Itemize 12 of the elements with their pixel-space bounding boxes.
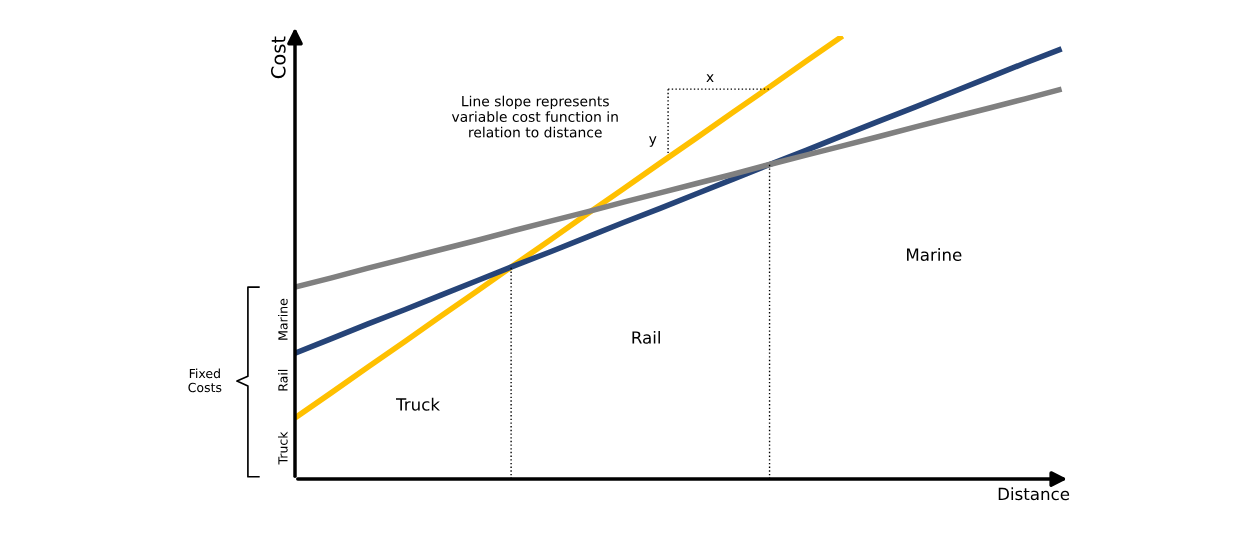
annotation: Marine bbox=[907, 248, 962, 262]
annotation: Truck bbox=[396, 397, 440, 411]
annotation: Line slope represents variable cost function in relation to distance bbox=[451, 95, 618, 138]
annotation: Truck bbox=[278, 431, 288, 465]
annotation: y bbox=[649, 136, 657, 147]
text: Fixed Costs bbox=[188, 368, 222, 393]
y-axis-title: Cost bbox=[270, 36, 286, 79]
annotation: Rail bbox=[632, 330, 660, 344]
annotation: x bbox=[706, 74, 714, 82]
annotation: Marine bbox=[278, 298, 288, 340]
annotation: Rail bbox=[278, 369, 288, 391]
x-axis-title: Distance bbox=[998, 487, 1070, 501]
